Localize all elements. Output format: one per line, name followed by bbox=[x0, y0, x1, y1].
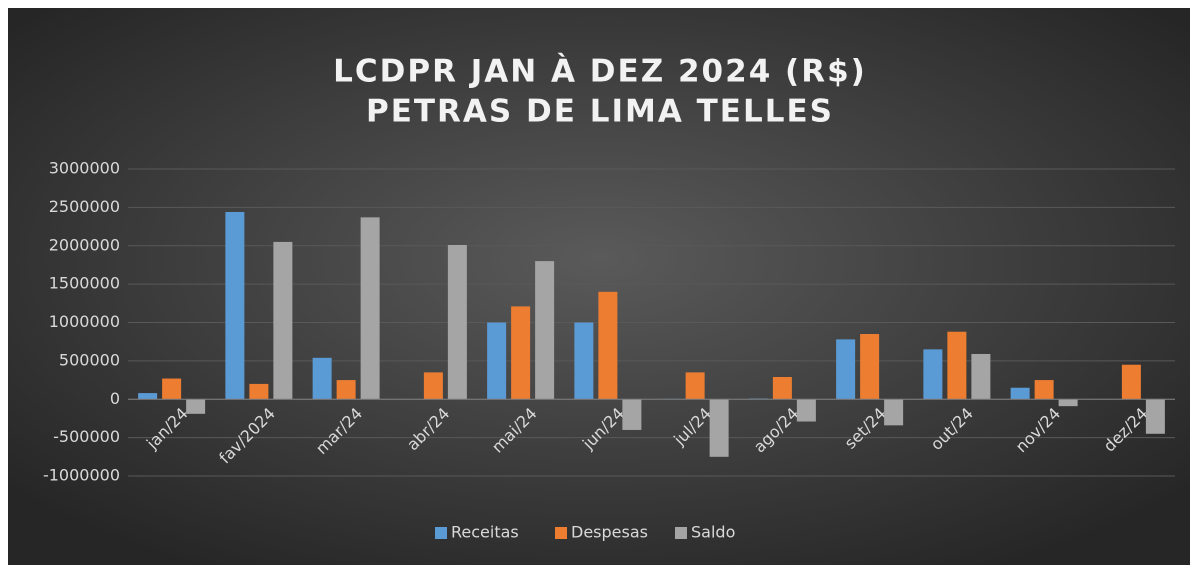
bar bbox=[423, 372, 443, 400]
y-tick-label: -500000 bbox=[53, 427, 120, 446]
bar bbox=[249, 383, 269, 400]
bar bbox=[1010, 387, 1030, 400]
bar bbox=[836, 339, 856, 400]
bar bbox=[273, 241, 293, 400]
legend-swatch bbox=[675, 527, 687, 539]
bar bbox=[796, 399, 816, 422]
y-tick-label: 3000000 bbox=[49, 159, 120, 178]
bar bbox=[186, 399, 206, 414]
bar bbox=[1121, 364, 1141, 400]
legend-label: Despesas bbox=[571, 523, 648, 542]
bar bbox=[685, 372, 705, 400]
bar bbox=[336, 380, 356, 400]
bar bbox=[860, 334, 880, 400]
y-tick-label: 0 bbox=[110, 389, 120, 408]
bar bbox=[923, 349, 943, 400]
bar bbox=[1058, 399, 1078, 407]
bar bbox=[487, 322, 507, 400]
bar bbox=[884, 399, 904, 426]
bar bbox=[622, 399, 642, 430]
y-tick-label: 2500000 bbox=[49, 197, 120, 216]
bar bbox=[312, 357, 332, 400]
y-tick-label: 1500000 bbox=[49, 274, 120, 293]
bar bbox=[138, 393, 158, 400]
bar bbox=[511, 306, 531, 400]
bar bbox=[535, 261, 555, 400]
legend-swatch bbox=[435, 527, 447, 539]
y-tick-label: -1000000 bbox=[43, 466, 120, 485]
bar bbox=[225, 211, 245, 400]
bar bbox=[1145, 399, 1165, 434]
bar bbox=[947, 331, 967, 400]
y-tick-label: 500000 bbox=[59, 350, 120, 369]
y-tick-label: 2000000 bbox=[49, 235, 120, 254]
bar bbox=[971, 353, 991, 400]
bar bbox=[1034, 380, 1054, 400]
bar bbox=[360, 217, 380, 400]
legend-label: Receitas bbox=[451, 523, 519, 542]
bar bbox=[709, 399, 729, 457]
bar bbox=[772, 376, 792, 400]
y-tick-label: 1000000 bbox=[49, 312, 120, 331]
legend-swatch bbox=[555, 527, 567, 539]
bar bbox=[162, 378, 182, 400]
bar bbox=[574, 322, 594, 400]
bar bbox=[598, 291, 618, 400]
chart-background bbox=[8, 8, 1190, 565]
bar bbox=[447, 244, 467, 400]
chart-title: LCDPR JAN À DEZ 2024 (R$) bbox=[333, 54, 867, 90]
legend-label: Saldo bbox=[691, 523, 735, 542]
chart-subtitle: PETRAS DE LIMA TELLES bbox=[366, 94, 834, 130]
